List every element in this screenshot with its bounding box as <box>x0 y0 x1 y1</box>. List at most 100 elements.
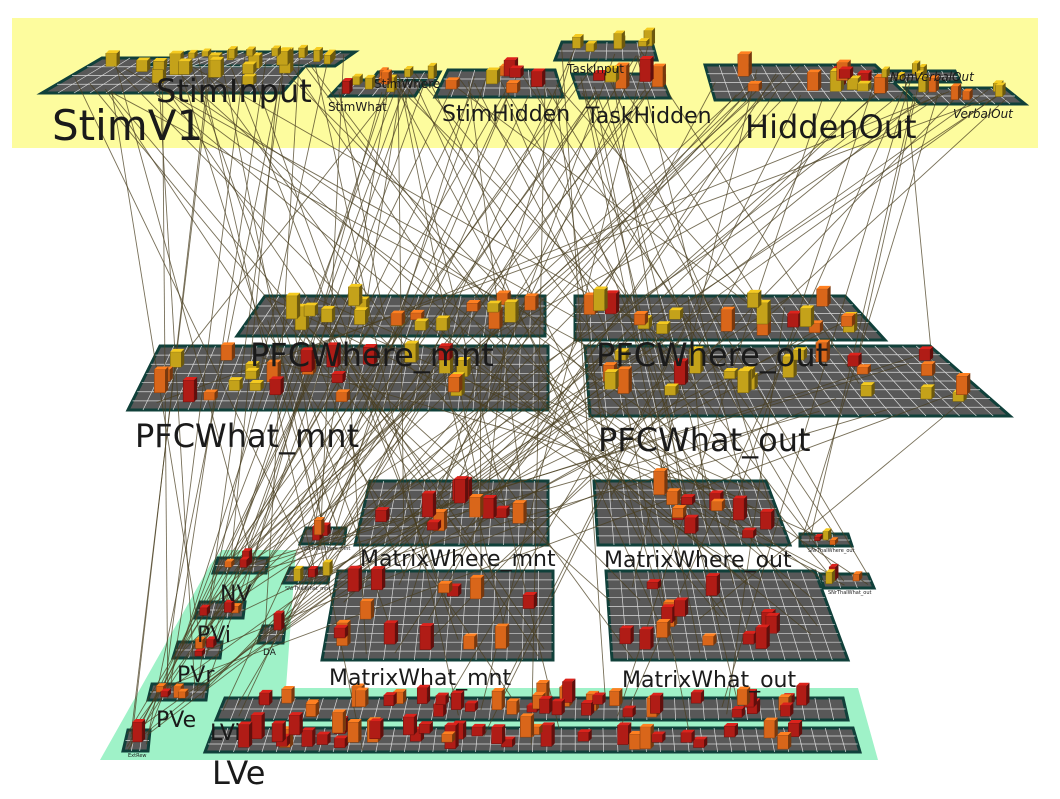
unit-block <box>840 313 856 327</box>
unit-block <box>414 318 429 331</box>
unit-block <box>308 565 319 578</box>
projection-line <box>580 77 701 654</box>
unit-block <box>293 565 304 582</box>
unit-block <box>246 46 256 57</box>
unit-block <box>266 359 281 383</box>
unit-block <box>825 569 836 585</box>
projection-line <box>163 52 246 698</box>
label-snrthalwhat-mnt: SNrThalWhat_mnt <box>285 586 330 592</box>
grid-line <box>412 345 424 411</box>
unit-block <box>651 63 666 88</box>
unit-block <box>242 73 257 86</box>
label-taskinput: TaskInput <box>566 62 624 76</box>
unit-block <box>684 514 699 534</box>
projection-line <box>307 62 728 619</box>
unit-block <box>723 723 738 738</box>
grid-line <box>810 727 818 753</box>
unit-block <box>209 56 224 78</box>
label-hiddenout: HiddenOut <box>745 108 917 146</box>
unit-block <box>732 495 748 521</box>
unit-block <box>639 55 654 82</box>
unit-block <box>705 573 721 596</box>
unit-activations <box>105 27 1006 750</box>
projection-line <box>304 65 500 327</box>
label-lvi: LVi <box>210 721 241 746</box>
projection-line <box>520 72 837 537</box>
unit-block <box>495 505 510 518</box>
projection-line <box>156 98 989 403</box>
projection-line <box>414 81 675 657</box>
projection-line <box>541 375 815 601</box>
unit-block <box>693 736 708 748</box>
projection-line <box>202 83 390 649</box>
label-lve: LVe <box>212 754 265 792</box>
unit-block <box>288 712 303 736</box>
projection-line <box>222 71 519 711</box>
grid-line <box>232 345 258 411</box>
unit-block <box>710 498 726 511</box>
projection-line <box>182 82 399 357</box>
label-nv: NV <box>220 582 252 607</box>
projection-line <box>225 98 752 572</box>
projection-line <box>310 91 950 349</box>
projection-line <box>498 78 682 383</box>
projection-line <box>199 82 657 646</box>
unit-block <box>228 46 238 59</box>
projection-line <box>332 325 595 536</box>
unit-block <box>881 66 890 78</box>
grid-line <box>247 345 272 411</box>
projection-line <box>238 94 530 717</box>
unit-block <box>383 620 399 645</box>
unit-block <box>435 692 449 705</box>
label-pfcwhat-mnt: PFCWhat_mnt <box>135 417 359 455</box>
projection-line <box>489 98 1007 573</box>
grid-line <box>650 480 663 546</box>
grid-line <box>218 727 229 753</box>
unit-block <box>788 720 803 737</box>
projection-line <box>206 76 897 685</box>
unit-block <box>673 358 689 385</box>
unit-block <box>577 729 592 742</box>
grid-line <box>466 69 476 98</box>
unit-block <box>673 597 689 617</box>
grid-line <box>602 727 605 753</box>
unit-block <box>619 625 634 645</box>
unit-block <box>326 342 341 368</box>
unit-block <box>799 305 815 327</box>
unit-block <box>136 57 151 72</box>
projection-line <box>479 333 482 572</box>
projection-line <box>124 68 584 323</box>
unit-block <box>666 488 681 505</box>
unit-block <box>512 500 527 524</box>
label-stimhidden: StimHidden <box>442 102 570 127</box>
grid-line <box>672 727 676 753</box>
projection-line <box>608 76 713 315</box>
unit-block <box>362 344 378 365</box>
projection-line <box>859 88 919 348</box>
unit-block <box>920 384 935 400</box>
label-matrixwhere-out: MatrixWhere_out <box>604 548 792 573</box>
projection-line <box>414 73 835 581</box>
unit-block <box>300 347 315 372</box>
unit-block <box>522 591 538 609</box>
unit-block <box>681 494 696 505</box>
unit-block <box>593 286 608 311</box>
projection-line <box>699 399 965 620</box>
unit-block <box>224 558 235 568</box>
unit-block <box>220 342 236 361</box>
projection-line <box>531 361 598 482</box>
unit-block <box>370 566 386 591</box>
unit-block <box>918 75 929 93</box>
label-stimv1: StimV1 <box>52 101 203 150</box>
unit-block <box>742 630 757 645</box>
label-da: DA <box>263 648 277 658</box>
unit-block <box>383 692 397 706</box>
unit-block <box>814 533 823 541</box>
unit-block <box>335 389 351 402</box>
grid-line <box>755 727 761 753</box>
grid-line <box>517 727 520 753</box>
unit-block <box>816 285 831 307</box>
unit-block <box>651 731 666 743</box>
grid-line <box>659 295 674 341</box>
unit-block <box>201 48 212 57</box>
